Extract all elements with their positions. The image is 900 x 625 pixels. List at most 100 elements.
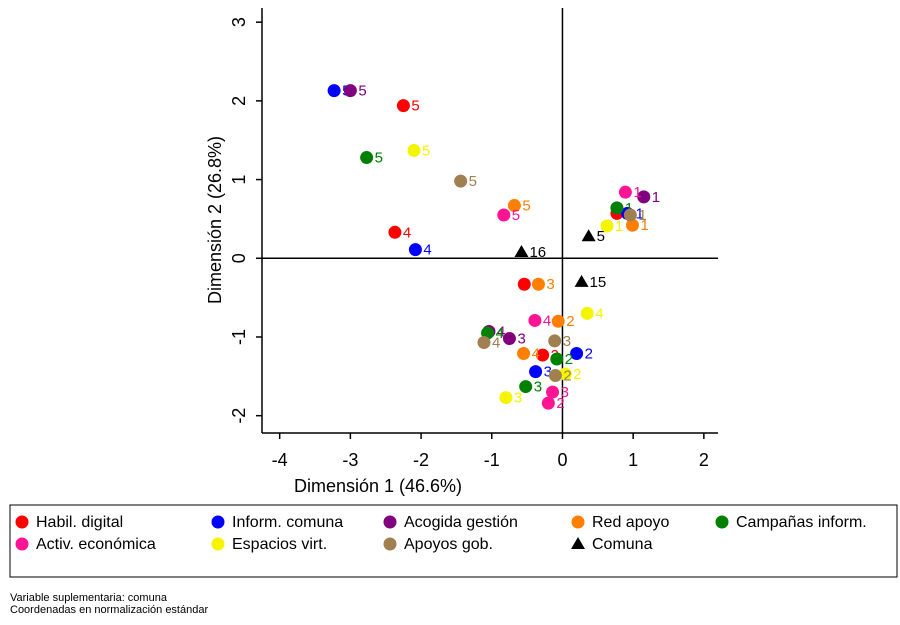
point [610, 201, 624, 215]
point-label: 4 [492, 334, 500, 351]
x-tick-label: -4 [272, 450, 288, 470]
point-label: 3 [514, 390, 522, 407]
legend-marker [571, 537, 585, 549]
point-label: 1 [615, 218, 623, 235]
legend-label: Activ. económica [36, 536, 156, 553]
point [551, 314, 565, 328]
point-label: 2 [563, 368, 571, 385]
point [507, 199, 521, 213]
y-tick-label: 2 [229, 96, 249, 106]
point-label: 4 [423, 242, 431, 259]
legend-marker [15, 537, 29, 551]
point-label: 5 [522, 198, 530, 215]
point-label: 4 [543, 312, 551, 329]
point [600, 219, 614, 233]
legend-box [9, 504, 898, 578]
legend-label: Apoyos gob. [404, 536, 493, 553]
note: Coordenadas en normalización estándar [10, 604, 208, 616]
point [360, 151, 374, 165]
point-label: 1 [633, 184, 641, 201]
legend-label: Comuna [592, 536, 653, 553]
point-label: 3 [544, 364, 552, 381]
point-label: 15 [590, 274, 607, 291]
point-label: 5 [422, 142, 430, 159]
point-label: 3 [534, 379, 542, 396]
point [528, 313, 542, 327]
point-label: 4 [532, 345, 540, 362]
x-tick-label: -1 [484, 450, 500, 470]
point-label: 4 [403, 224, 411, 241]
point-label: 2 [585, 345, 593, 362]
legend-label: Inform. comuna [232, 514, 343, 531]
point [407, 143, 421, 157]
point [497, 208, 511, 222]
point-label: 5 [375, 150, 383, 167]
legend-label: Espacios virt. [232, 536, 327, 553]
point [548, 334, 562, 348]
legend-label: Acogida gestión [404, 514, 518, 531]
y-tick-label: 1 [229, 175, 249, 185]
point-label: 1 [640, 217, 648, 234]
point-label: 3 [517, 331, 525, 348]
point [550, 352, 564, 366]
y-tick-label: 3 [229, 17, 249, 27]
point [343, 84, 357, 98]
point [408, 243, 422, 257]
point [477, 335, 491, 349]
legend-marker [211, 537, 225, 551]
point-label: 2 [566, 313, 574, 330]
point-label: 16 [529, 244, 546, 261]
point [519, 380, 533, 394]
point [558, 367, 572, 381]
point [570, 347, 584, 361]
legend-label: Habil. digital [36, 514, 123, 531]
legend-marker [715, 515, 729, 529]
legend-marker [383, 515, 397, 529]
point [618, 185, 632, 199]
point-label: 4 [496, 325, 504, 342]
point [517, 277, 531, 291]
point-label: 3 [561, 384, 569, 401]
point [581, 229, 596, 242]
point [499, 391, 513, 405]
point-label: 5 [597, 228, 605, 245]
point-label: 4 [497, 323, 505, 340]
legend-marker [211, 515, 225, 529]
point [454, 174, 468, 188]
point [517, 347, 531, 361]
point-label: 3 [546, 276, 554, 293]
x-tick-label: 1 [628, 450, 638, 470]
point [625, 218, 639, 232]
point-label: 2 [565, 351, 573, 368]
point-label: 5 [469, 173, 477, 190]
x-tick-label: -3 [342, 450, 358, 470]
point [531, 277, 545, 291]
x-tick-label: 0 [557, 450, 567, 470]
point-label: 5 [411, 98, 419, 115]
point [623, 208, 637, 222]
point [529, 365, 543, 379]
point-label: 4 [595, 305, 603, 322]
point [637, 190, 651, 204]
y-tick-label: -1 [229, 329, 249, 345]
point [502, 332, 516, 346]
y-tick-label: -2 [229, 408, 249, 424]
legend-marker [383, 537, 397, 551]
note: Variable suplementaria: comuna [10, 592, 168, 604]
point [580, 306, 594, 320]
legend-marker [571, 515, 585, 529]
point-label: 1 [652, 189, 660, 206]
point [548, 369, 562, 383]
point-label: 1 [636, 205, 644, 222]
x-axis-label: Dimensión 1 (46.6%) [294, 476, 462, 496]
point-label: 1 [625, 200, 633, 217]
point [396, 99, 410, 113]
point-label: 3 [563, 333, 571, 350]
point-label: 2 [573, 366, 581, 383]
point-label: 5 [512, 207, 520, 224]
legend-label: Campañas inform. [736, 514, 867, 531]
x-tick-label: -2 [413, 450, 429, 470]
point [546, 385, 560, 399]
legend-marker [15, 515, 29, 529]
